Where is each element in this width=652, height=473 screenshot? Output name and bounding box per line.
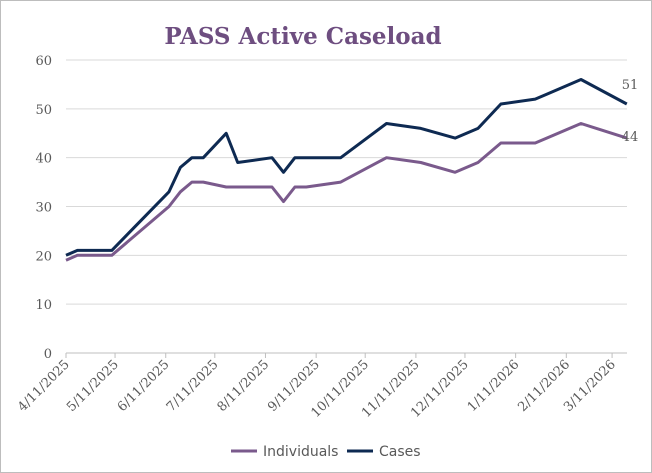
- y-tick-label: 40: [35, 152, 52, 167]
- y-tick-label: 10: [35, 298, 52, 313]
- x-tick-label: 8/11/2025: [215, 357, 273, 415]
- series-line-cases: [65, 78, 628, 257]
- y-tick-label: 0: [44, 347, 52, 362]
- x-tick-label: 6/11/2025: [115, 357, 173, 415]
- end-data-label: 51: [622, 78, 639, 93]
- chart-title: PASS Active Caseload: [164, 23, 441, 50]
- series-line-individuals: [65, 122, 628, 262]
- end-data-label: 44: [622, 130, 639, 145]
- y-tick-label: 60: [35, 54, 52, 69]
- legend-label: Individuals: [263, 444, 338, 460]
- y-tick-label: 50: [35, 103, 52, 118]
- x-tick-label: 4/11/2025: [15, 357, 73, 415]
- legend-label: Cases: [379, 444, 421, 460]
- y-tick-label: 30: [35, 201, 52, 216]
- y-tick-label: 20: [35, 249, 52, 264]
- x-tick-label: 7/11/2025: [164, 357, 222, 415]
- x-tick-label: 1/11/2026: [465, 357, 523, 415]
- x-tick-label: 5/11/2025: [64, 357, 122, 415]
